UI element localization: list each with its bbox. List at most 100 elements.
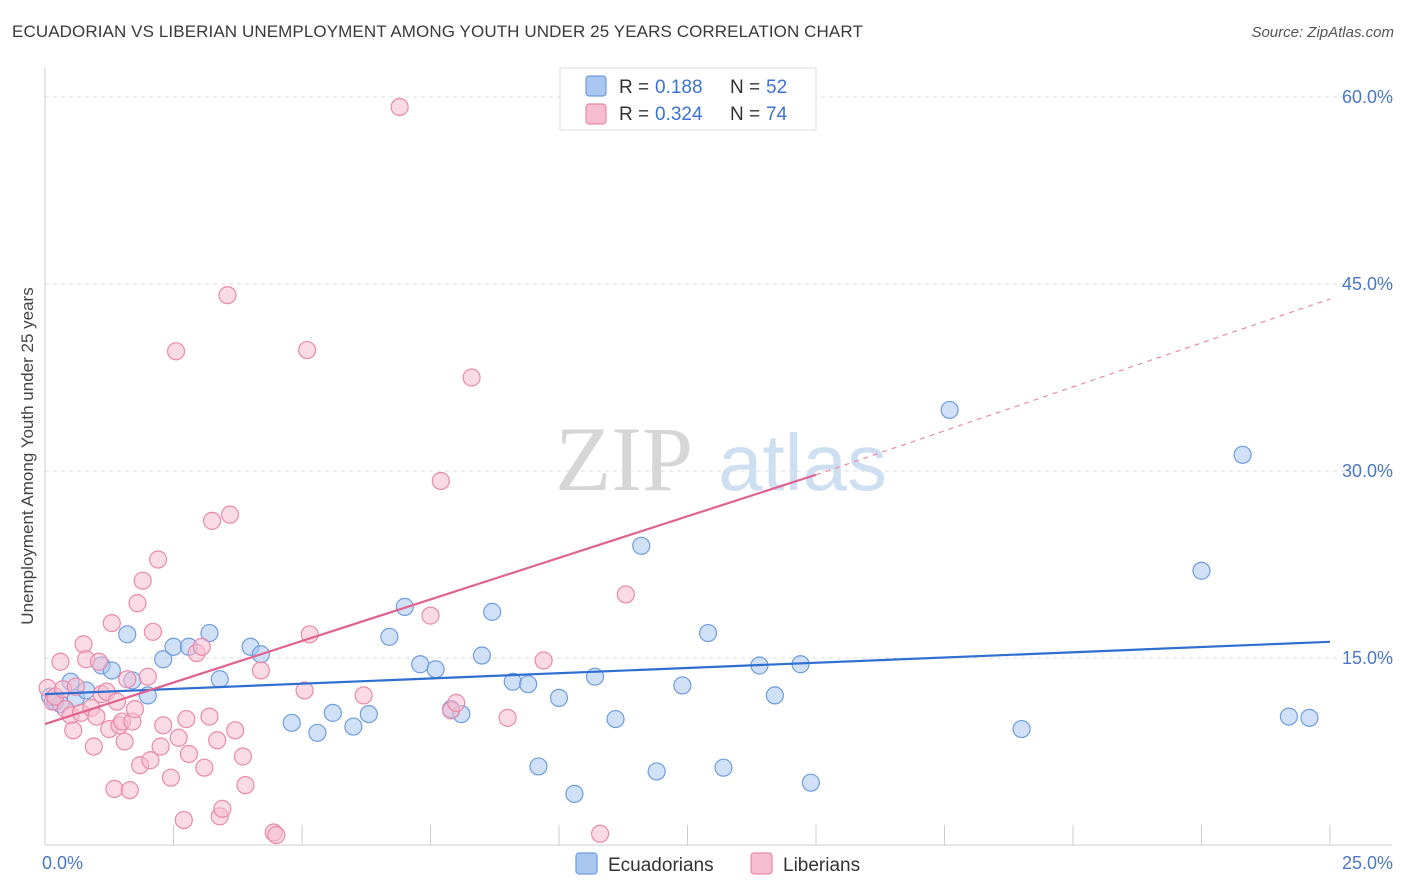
liberian-point (200, 707, 219, 726)
liberians-trend-line (44, 473, 817, 726)
liberian-point (166, 342, 186, 361)
ecuadorian-point (801, 773, 820, 792)
liberians-swatch (750, 852, 773, 875)
ecuadorian-point (940, 400, 959, 420)
liberian-point (220, 505, 240, 524)
ecuadorian-point (632, 536, 651, 555)
ecuadorian-point (714, 758, 733, 777)
liberian-point (616, 585, 635, 604)
liberian-point (498, 708, 517, 727)
stat-n-label-2: N = (730, 104, 760, 125)
stat-r-value-1: 0.188 (655, 77, 703, 98)
y-axis-title: Unemployment Among Youth under 25 years (18, 287, 37, 624)
liberian-point (295, 681, 314, 700)
liberian-point (84, 737, 103, 756)
liberian-point (154, 716, 173, 735)
ecuadorian-point (359, 704, 378, 724)
ecuadorian-point (606, 709, 625, 729)
watermark-atlas: atlas (718, 418, 887, 507)
ecuadorian-point (519, 675, 538, 694)
liberian-point (218, 286, 237, 305)
ecuadorian-point (282, 713, 301, 732)
liberian-point (462, 368, 481, 387)
ecuadorian-point (1300, 708, 1319, 727)
ecuadorian-point (565, 784, 584, 803)
liberian-point (447, 693, 466, 712)
liberian-point (202, 511, 222, 530)
liberian-point (213, 799, 232, 818)
liberian-point (534, 651, 553, 670)
liberian-point (120, 781, 139, 800)
ecuadorians-trend-line (44, 640, 1331, 696)
ecuadorian-point (344, 717, 363, 736)
liberian-point (177, 709, 196, 729)
liberian-point (174, 810, 193, 830)
liberian-point (89, 652, 109, 671)
liberians-legend-swatch (585, 103, 607, 125)
liberian-point (102, 613, 121, 633)
x-tick-label: 25.0% (1342, 853, 1393, 873)
liberians-trend-extension (815, 298, 1331, 476)
ecuadorian-point (529, 757, 548, 776)
liberian-point (128, 594, 147, 613)
ecuadorians-legend-label: Ecuadorians (608, 855, 714, 876)
liberian-point (354, 686, 373, 705)
ecuadorian-point (673, 676, 692, 695)
liberian-point (195, 758, 214, 777)
liberian-point (161, 768, 181, 787)
axes (44, 68, 1392, 846)
ecuadorian-point (698, 623, 718, 643)
ecuadorian-point (1192, 561, 1211, 580)
liberian-point (151, 737, 170, 756)
liberian-point (591, 824, 610, 843)
trend-lines (44, 298, 1331, 726)
x-tick-label: 0.0% (42, 853, 83, 873)
ecuadorian-point (118, 625, 137, 644)
liberian-point (64, 721, 83, 740)
ecuadorian-point (1233, 445, 1252, 464)
stat-n-value-2: 74 (766, 104, 788, 125)
ecuadorian-point (647, 762, 666, 781)
ecuadorians-legend-swatch (585, 75, 607, 97)
x-axis-tick-labels: 0.0% 25.0% (42, 853, 1393, 873)
liberian-point (169, 728, 188, 747)
liberian-point (431, 471, 450, 491)
liberian-point (298, 340, 317, 360)
ecuadorian-point (426, 660, 445, 679)
y-tick-label: 15.0% (1342, 648, 1393, 668)
series-legend: Ecuadorians Liberians (575, 852, 860, 876)
ecuadorian-point (380, 627, 399, 646)
liberian-point (179, 744, 199, 764)
ecuadorian-point (765, 686, 784, 705)
stat-n-label-1: N = (730, 77, 760, 98)
liberian-point (143, 622, 163, 641)
liberian-point (87, 707, 106, 726)
liberian-point (51, 652, 70, 671)
ecuadorian-point (549, 688, 569, 707)
liberian-point (74, 635, 93, 654)
liberian-point (390, 97, 409, 117)
liberian-point (226, 721, 245, 740)
ecuadorian-point (200, 623, 219, 643)
liberian-point (300, 625, 319, 644)
liberian-point (66, 677, 85, 696)
liberian-point (208, 731, 227, 750)
stats-legend: R = 0.188 N = 52 R = 0.324 N = 74 (559, 67, 817, 131)
stat-n-value-1: 52 (766, 77, 787, 98)
ecuadorian-point (483, 602, 502, 621)
liberian-point (125, 700, 145, 719)
ecuadorian-point (472, 646, 491, 665)
y-tick-label: 45.0% (1342, 274, 1393, 294)
x-axis-ticks (173, 825, 1331, 845)
stat-r-value-2: 0.324 (655, 104, 703, 125)
liberian-point (115, 732, 134, 751)
stat-r-label-2: R = (619, 104, 649, 125)
liberian-point (133, 571, 152, 590)
y-tick-label: 60.0% (1342, 87, 1393, 107)
ecuadorian-point (154, 650, 173, 669)
y-tick-label: 30.0% (1342, 461, 1393, 481)
liberian-point (118, 670, 137, 689)
liberian-point (105, 779, 124, 799)
stat-r-label-1: R = (619, 77, 649, 98)
